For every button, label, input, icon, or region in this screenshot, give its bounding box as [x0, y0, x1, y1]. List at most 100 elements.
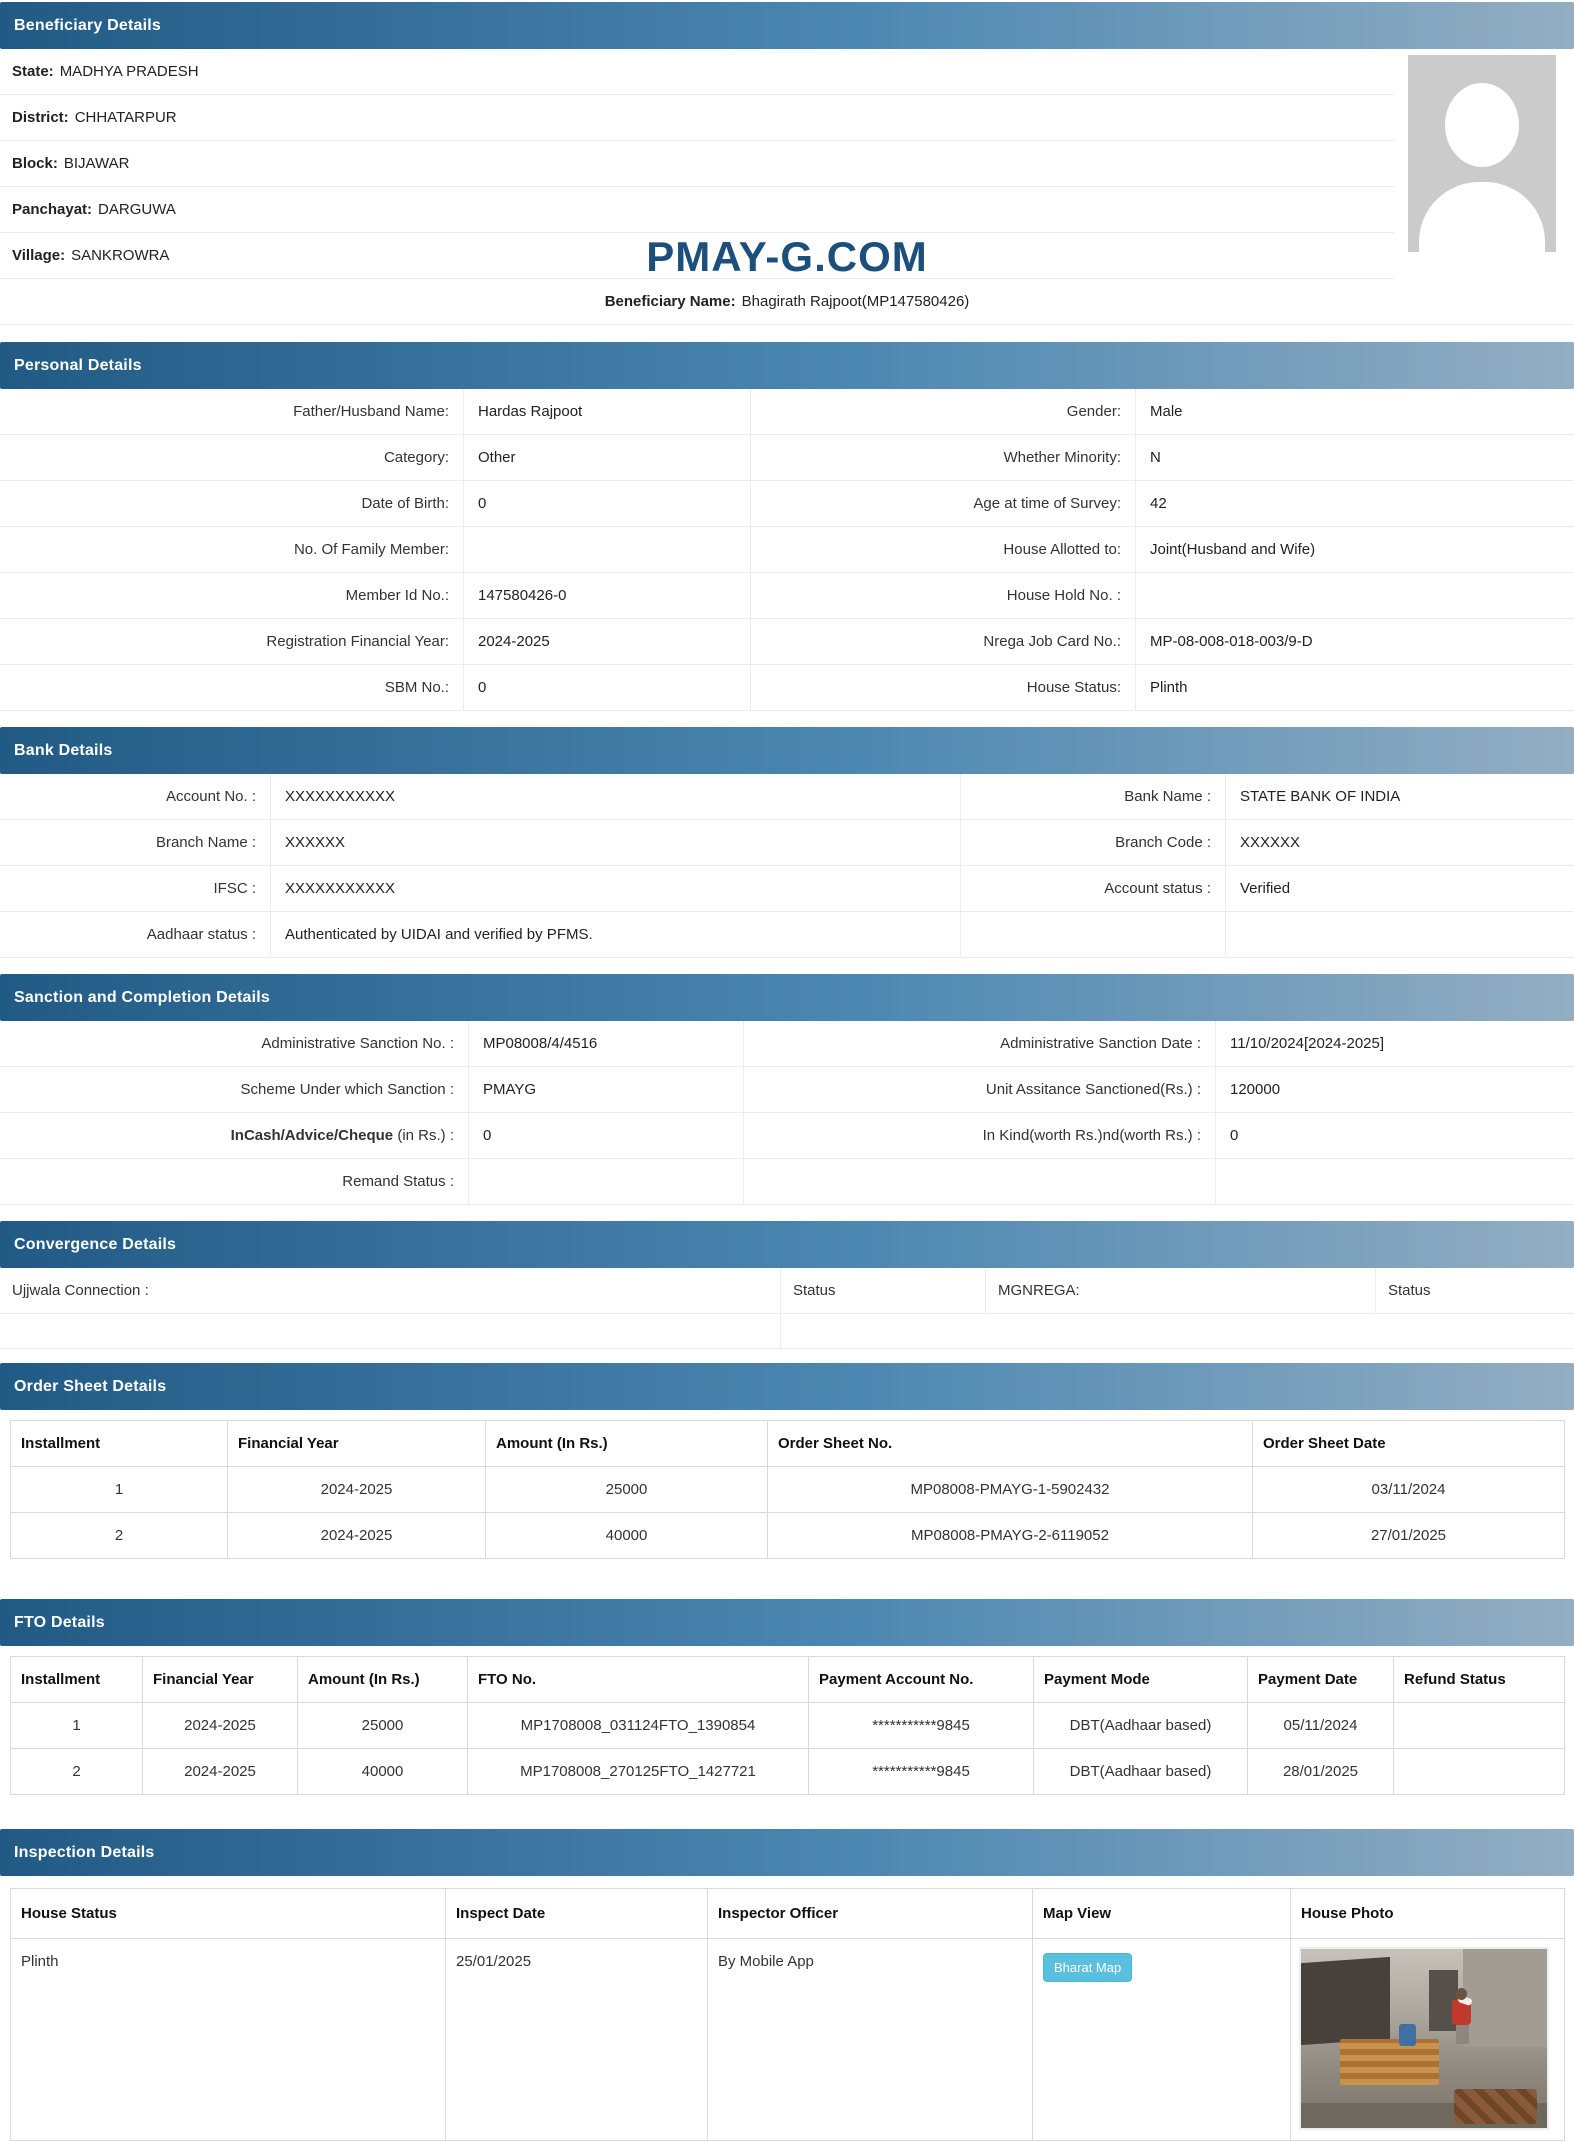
table-cell: 2024-2025	[142, 1748, 298, 1795]
house-photo-image[interactable]	[1299, 1947, 1549, 2130]
beneficiary-name-value: Bhagirath Rajpoot(MP147580426)	[741, 293, 970, 310]
inspection-table: House Status Inspect Date Inspector Offi…	[10, 1888, 1565, 2141]
field-value	[1215, 1159, 1574, 1204]
field-label: Aadhaar status :	[146, 926, 256, 943]
field-label: SBM No.:	[384, 679, 449, 696]
column-header: Inspect Date	[445, 1888, 708, 1939]
column-header: Financial Year	[142, 1656, 298, 1703]
detail-row: Date of Birth: 0 Age at time of Survey: …	[0, 481, 1574, 527]
section-title: Order Sheet Details	[14, 1377, 167, 1395]
field-value: MP08008/4/4516	[468, 1021, 743, 1066]
table-cell: 40000	[485, 1512, 768, 1559]
column-header: Order Sheet Date	[1252, 1420, 1565, 1467]
field-label: Scheme Under which Sanction :	[240, 1081, 454, 1098]
field-value: Hardas Rajpoot	[463, 389, 750, 434]
avatar-head-icon	[1445, 83, 1519, 167]
field-label: House Status:	[750, 665, 1135, 710]
column-header: Amount (In Rs.)	[297, 1656, 468, 1703]
bharat-map-button[interactable]: Bharat Map	[1043, 1953, 1133, 1982]
table-cell: 2024-2025	[142, 1702, 298, 1749]
table-row: 1 2024-2025 25000 MP08008-PMAYG-1-590243…	[10, 1466, 1565, 1513]
column-header: Order Sheet No.	[767, 1420, 1253, 1467]
beneficiary-photo-placeholder	[1408, 55, 1556, 252]
field-label: Administrative Sanction No. :	[261, 1035, 454, 1052]
beneficiary-name-row: Beneficiary Name: Bhagirath Rajpoot(MP14…	[0, 279, 1574, 325]
field-label	[743, 1159, 1215, 1204]
field-value: XXXXXX	[270, 820, 960, 865]
field-label: In Kind(worth Rs.)nd(worth Rs.) :	[743, 1113, 1215, 1158]
field-value: Authenticated by UIDAI and verified by P…	[270, 912, 960, 957]
village-value: SANKROWRA	[71, 247, 170, 264]
incash-label: InCash/Advice/Cheque (in Rs.) :	[230, 1127, 454, 1144]
district-row: District: CHHATARPUR	[0, 95, 1394, 141]
column-header: Amount (In Rs.)	[485, 1420, 768, 1467]
field-label: InCash/Advice/Cheque (in Rs.) :	[0, 1113, 468, 1158]
table-cell: 40000	[297, 1748, 468, 1795]
fto-details-header: FTO Details	[0, 1599, 1574, 1646]
field-value: 42	[1135, 481, 1574, 526]
table-cell: ***********9845	[808, 1748, 1034, 1795]
convergence-empty-row	[0, 1314, 1574, 1349]
table-cell: 2	[10, 1748, 143, 1795]
inspect-date-cell: 25/01/2025	[445, 1938, 708, 2141]
table-cell: 2	[10, 1512, 228, 1559]
ujjwala-connection-label: Ujjwala Connection :	[12, 1282, 149, 1299]
column-header: Payment Account No.	[808, 1656, 1034, 1703]
field-value: 0	[463, 481, 750, 526]
block-row: Block: BIJAWAR	[0, 141, 1394, 187]
table-header-row: House Status Inspect Date Inspector Offi…	[10, 1888, 1565, 1939]
field-value: N	[1135, 435, 1574, 480]
section-title: Bank Details	[14, 741, 113, 759]
detail-row: SBM No.: 0 House Status: Plinth	[0, 665, 1574, 711]
table-cell: 28/01/2025	[1247, 1748, 1394, 1795]
column-header: Installment	[10, 1420, 228, 1467]
field-label	[960, 912, 1225, 957]
mgnrega-label: MGNREGA:	[985, 1268, 1375, 1313]
village-label: Village:	[12, 247, 66, 264]
detail-row: No. Of Family Member: House Allotted to:…	[0, 527, 1574, 573]
field-label: Branch Name :	[155, 834, 256, 851]
field-value: 11/10/2024[2024-2025]	[1215, 1021, 1574, 1066]
field-value: Joint(Husband and Wife)	[1135, 527, 1574, 572]
section-title: FTO Details	[14, 1613, 105, 1631]
table-cell: 1	[10, 1466, 228, 1513]
field-value: XXXXXX	[1225, 820, 1574, 865]
house-photo-cell	[1290, 1938, 1565, 2141]
panchayat-row: Panchayat: DARGUWA	[0, 187, 1394, 233]
photo-person-head	[1455, 1988, 1467, 2001]
field-value: 0	[1215, 1113, 1574, 1158]
field-label: Unit Assitance Sanctioned(Rs.) :	[743, 1067, 1215, 1112]
table-cell: 2024-2025	[227, 1512, 486, 1559]
inspector-officer-cell: By Mobile App	[707, 1938, 1033, 2141]
field-label: Age at time of Survey:	[750, 481, 1135, 526]
district-label: District:	[12, 109, 69, 126]
table-cell: 2024-2025	[227, 1466, 486, 1513]
field-value: STATE BANK OF INDIA	[1225, 774, 1574, 819]
field-label: Remand Status :	[342, 1173, 454, 1190]
field-value: 2024-2025	[463, 619, 750, 664]
empty-cell	[0, 1314, 781, 1348]
map-view-cell: Bharat Map	[1032, 1938, 1291, 2141]
photo-blue-barrel	[1399, 2024, 1417, 2047]
field-label: Branch Code :	[960, 820, 1225, 865]
table-row: 2 2024-2025 40000 MP08008-PMAYG-2-611905…	[10, 1512, 1565, 1559]
table-cell: MP08008-PMAYG-2-6119052	[767, 1512, 1253, 1559]
photo-wall	[1463, 1949, 1547, 2048]
field-value	[1225, 912, 1574, 957]
section-fto-details: FTO Details Installment Financial Year A…	[0, 1599, 1574, 1795]
block-label: Block:	[12, 155, 58, 172]
panchayat-value: DARGUWA	[98, 201, 176, 218]
order-sheet-table: Installment Financial Year Amount (In Rs…	[10, 1420, 1565, 1559]
column-header: House Photo	[1290, 1888, 1565, 1939]
detail-row: Aadhaar status : Authenticated by UIDAI …	[0, 912, 1574, 958]
field-label: Date of Birth:	[361, 495, 449, 512]
field-label: Member Id No.:	[345, 587, 449, 604]
section-convergence-details: Convergence Details Ujjwala Connection :…	[0, 1221, 1574, 1349]
field-value: 147580426-0	[463, 573, 750, 618]
table-cell: DBT(Aadhaar based)	[1033, 1702, 1248, 1749]
mgnrega-status-label: Status	[1375, 1268, 1574, 1313]
detail-row: InCash/Advice/Cheque (in Rs.) : 0 In Kin…	[0, 1113, 1574, 1159]
table-cell: MP08008-PMAYG-1-5902432	[767, 1466, 1253, 1513]
photo-brick-stack	[1340, 2038, 1439, 2086]
block-value: BIJAWAR	[63, 155, 130, 172]
